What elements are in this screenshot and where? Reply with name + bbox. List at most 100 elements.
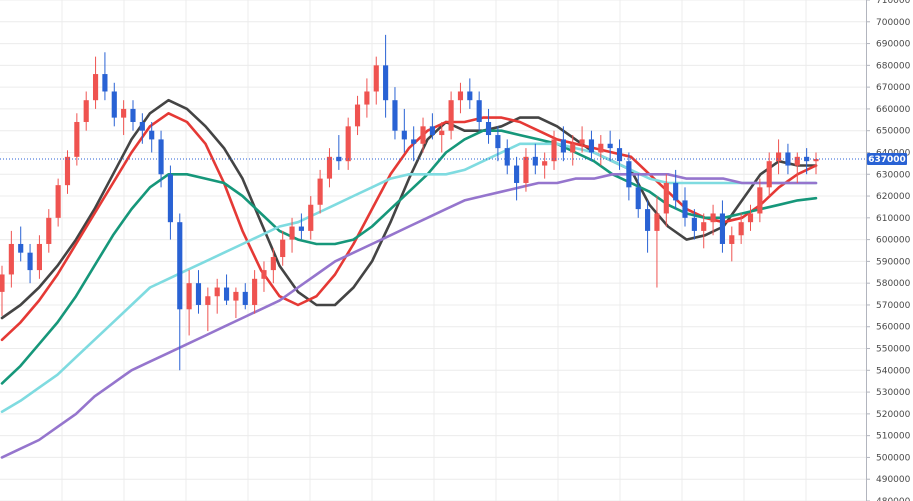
candle-body bbox=[663, 182, 669, 214]
tick-label-570000: 570000 bbox=[876, 301, 911, 311]
candle-body bbox=[654, 213, 660, 231]
tick-label-710000: 710000 bbox=[876, 0, 911, 6]
candle bbox=[776, 139, 782, 175]
moving-averages bbox=[0, 98, 818, 459]
candle-body bbox=[326, 156, 333, 179]
tick-label-560000: 560000 bbox=[876, 323, 911, 333]
candle bbox=[766, 152, 772, 197]
candle bbox=[401, 108, 407, 153]
candle-body bbox=[570, 143, 576, 153]
tick-label-490000: 490000 bbox=[876, 475, 911, 485]
tick-label-690000: 690000 bbox=[876, 40, 911, 50]
candle-body bbox=[121, 108, 127, 118]
tick-label-700000: 700000 bbox=[876, 18, 911, 28]
candle bbox=[233, 287, 239, 319]
candle bbox=[36, 235, 42, 279]
candle-body bbox=[411, 139, 417, 144]
candle bbox=[738, 213, 744, 244]
candle bbox=[130, 100, 136, 131]
candle-body bbox=[214, 287, 220, 297]
candle-body bbox=[233, 291, 239, 301]
candle bbox=[476, 91, 482, 131]
moving-average-line-3 bbox=[0, 129, 818, 385]
candle bbox=[214, 278, 220, 314]
candle-body bbox=[738, 222, 744, 236]
candle bbox=[645, 200, 651, 253]
tick-label-630000: 630000 bbox=[876, 170, 911, 180]
candle-body bbox=[645, 209, 651, 231]
candle bbox=[336, 135, 342, 170]
tick-label-510000: 510000 bbox=[876, 432, 911, 442]
candle bbox=[729, 226, 735, 262]
tick-label-650000: 650000 bbox=[876, 127, 911, 137]
candle bbox=[570, 135, 576, 166]
last-price-tag: 637000 bbox=[867, 153, 907, 166]
candle-body bbox=[364, 91, 370, 105]
candle bbox=[345, 117, 351, 170]
candle-body bbox=[177, 222, 183, 310]
candle bbox=[121, 100, 127, 136]
candle-body bbox=[701, 222, 707, 231]
candle bbox=[626, 152, 632, 201]
candle-body bbox=[719, 213, 726, 244]
candle-body bbox=[92, 74, 99, 101]
candle-body bbox=[579, 139, 585, 144]
candle-body bbox=[776, 152, 782, 162]
candle bbox=[392, 87, 398, 140]
candle-body bbox=[523, 156, 529, 183]
candle bbox=[448, 91, 454, 140]
candle bbox=[223, 274, 230, 305]
candle bbox=[74, 113, 80, 166]
tick-label-610000: 610000 bbox=[876, 214, 911, 224]
candle bbox=[588, 130, 595, 162]
candles bbox=[0, 34, 819, 371]
candle-body bbox=[448, 100, 454, 131]
candle bbox=[270, 248, 276, 284]
candle bbox=[429, 113, 435, 140]
moving-average-line-2 bbox=[0, 112, 818, 342]
candle bbox=[354, 95, 361, 136]
candle-body bbox=[308, 204, 314, 231]
candle-body bbox=[167, 174, 173, 223]
candle bbox=[485, 108, 492, 144]
tick-label-590000: 590000 bbox=[876, 257, 911, 267]
candle-body bbox=[457, 91, 464, 101]
candle bbox=[467, 78, 473, 109]
candle-body bbox=[36, 243, 42, 271]
candle bbox=[186, 270, 192, 336]
candle bbox=[242, 283, 248, 310]
candle bbox=[0, 265, 5, 316]
candle bbox=[532, 143, 538, 175]
candle bbox=[495, 126, 501, 162]
candle bbox=[18, 226, 24, 262]
tick-label-600000: 600000 bbox=[876, 236, 911, 246]
candle-body bbox=[205, 296, 211, 305]
candle-body bbox=[729, 235, 735, 244]
candle-body bbox=[476, 100, 482, 122]
candle bbox=[439, 121, 445, 153]
candle-body bbox=[588, 139, 595, 153]
price-axis[interactable]: 480000 490000 500000 510000 520000 530000 5400… bbox=[866, 0, 911, 501]
candle-body bbox=[252, 278, 258, 305]
candle-body bbox=[598, 143, 604, 153]
grid-layer bbox=[0, 0, 866, 501]
candle-body bbox=[8, 243, 14, 275]
candle-body bbox=[186, 283, 192, 310]
candle bbox=[457, 82, 464, 114]
candle-body bbox=[345, 126, 351, 162]
candle-body bbox=[495, 135, 501, 149]
candle bbox=[719, 200, 726, 253]
candle-body bbox=[55, 185, 61, 218]
candle bbox=[607, 130, 613, 162]
candle bbox=[514, 156, 520, 201]
candle-body bbox=[626, 161, 632, 188]
tick-label-540000: 540000 bbox=[876, 366, 911, 376]
candle bbox=[289, 217, 295, 253]
candle-body bbox=[551, 139, 557, 162]
candle bbox=[542, 152, 548, 179]
candle bbox=[579, 126, 585, 153]
candle-body bbox=[373, 65, 379, 92]
